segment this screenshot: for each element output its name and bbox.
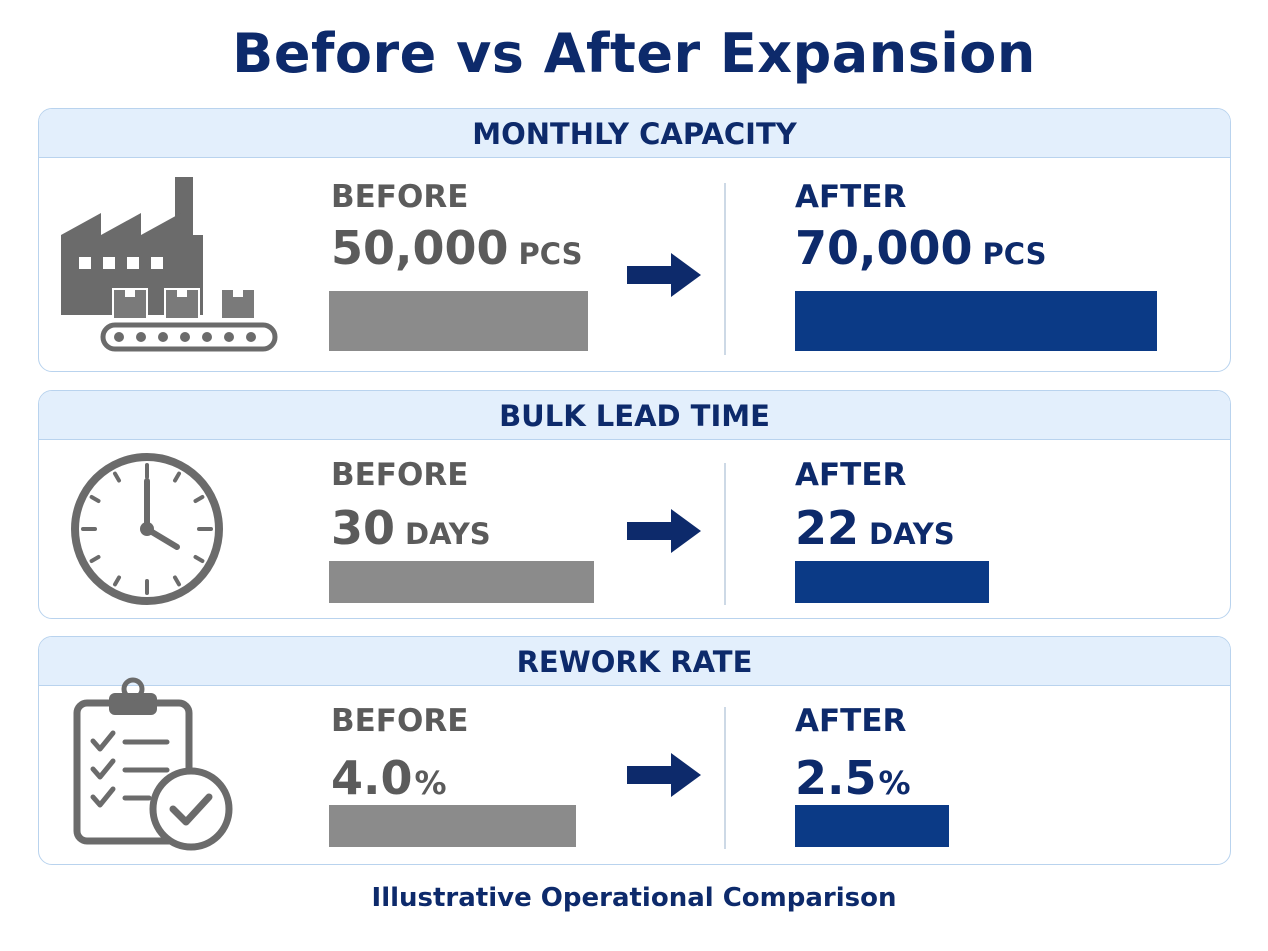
panel-bulk-lead-time: BULK LEAD TIME BEFORE 30 DAYS AFTER 22 DAY… xyxy=(38,390,1231,619)
panel-rework-rate: REWORK RATE BEFORE 4.0% AFTER 2.5% xyxy=(38,636,1231,865)
right-arrow-icon xyxy=(627,753,701,797)
before-label: BEFORE xyxy=(331,703,469,739)
clock-icon xyxy=(71,453,223,605)
panel-header: MONTHLY CAPACITY xyxy=(39,109,1230,158)
after-label: AFTER xyxy=(795,179,907,215)
after-number: 70,000 xyxy=(795,221,973,275)
bar-before xyxy=(329,561,594,603)
after-value: 22 DAYS xyxy=(795,501,955,555)
after-value: 2.5% xyxy=(795,751,911,805)
after-unit: DAYS xyxy=(869,517,955,551)
before-unit: % xyxy=(414,764,447,802)
after-unit: % xyxy=(878,764,911,802)
after-number: 22 xyxy=(795,501,860,555)
factory-conveyor-icon xyxy=(61,177,278,352)
checklist-clipboard-icon xyxy=(73,677,233,851)
panel-monthly-capacity: MONTHLY CAPACITY BEFORE 50,000 PCS AFTER … xyxy=(38,108,1231,372)
before-number: 50,000 xyxy=(331,221,509,275)
right-arrow-icon xyxy=(627,253,701,297)
before-value: 4.0% xyxy=(331,751,447,805)
after-label: AFTER xyxy=(795,457,907,493)
panel-header: BULK LEAD TIME xyxy=(39,391,1230,440)
after-value: 70,000 PCS xyxy=(795,221,1046,275)
after-unit: PCS xyxy=(982,237,1047,271)
footer-caption: Illustrative Operational Comparison xyxy=(371,883,897,913)
before-value: 50,000 PCS xyxy=(331,221,582,275)
before-unit: DAYS xyxy=(405,517,491,551)
bar-before xyxy=(329,805,576,847)
right-arrow-icon xyxy=(627,509,701,553)
divider xyxy=(724,463,726,605)
before-unit: PCS xyxy=(518,237,583,271)
before-value: 30 DAYS xyxy=(331,501,491,555)
after-label: AFTER xyxy=(795,703,907,739)
divider xyxy=(724,707,726,849)
before-label: BEFORE xyxy=(331,179,469,215)
bar-after xyxy=(795,291,1157,351)
before-number: 4.0 xyxy=(331,751,413,805)
before-number: 30 xyxy=(331,501,396,555)
bar-after xyxy=(795,561,989,603)
bar-before xyxy=(329,291,588,351)
after-number: 2.5 xyxy=(795,751,877,805)
before-label: BEFORE xyxy=(331,457,469,493)
panel-header: REWORK RATE xyxy=(39,637,1230,686)
divider xyxy=(724,183,726,355)
page-title: Before vs After Expansion xyxy=(232,22,1036,85)
bar-after xyxy=(795,805,949,847)
